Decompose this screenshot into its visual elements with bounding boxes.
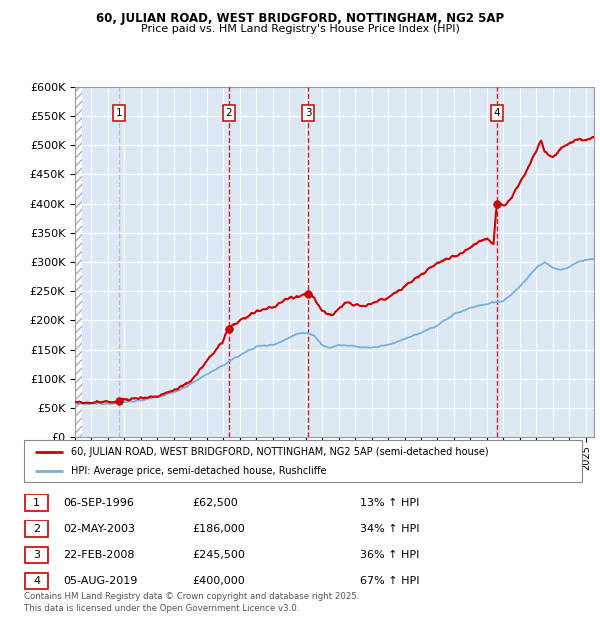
Text: £62,500: £62,500	[192, 498, 238, 508]
Text: 3: 3	[305, 108, 311, 118]
Text: 36% ↑ HPI: 36% ↑ HPI	[360, 550, 419, 560]
Text: 67% ↑ HPI: 67% ↑ HPI	[360, 576, 419, 586]
Bar	[75, 87, 82, 437]
Text: Price paid vs. HM Land Registry's House Price Index (HPI): Price paid vs. HM Land Registry's House …	[140, 24, 460, 33]
Text: 2: 2	[33, 524, 40, 534]
Text: 02-MAY-2003: 02-MAY-2003	[63, 524, 135, 534]
Text: 60, JULIAN ROAD, WEST BRIDGFORD, NOTTINGHAM, NG2 5AP: 60, JULIAN ROAD, WEST BRIDGFORD, NOTTING…	[96, 12, 504, 25]
Text: £245,500: £245,500	[192, 550, 245, 560]
Text: 4: 4	[493, 108, 500, 118]
Text: 1: 1	[116, 108, 122, 118]
Text: £186,000: £186,000	[192, 524, 245, 534]
Text: 60, JULIAN ROAD, WEST BRIDGFORD, NOTTINGHAM, NG2 5AP (semi-detached house): 60, JULIAN ROAD, WEST BRIDGFORD, NOTTING…	[71, 446, 489, 456]
Text: Contains HM Land Registry data © Crown copyright and database right 2025.
This d: Contains HM Land Registry data © Crown c…	[24, 591, 359, 613]
Text: 2: 2	[226, 108, 232, 118]
Text: 22-FEB-2008: 22-FEB-2008	[63, 550, 134, 560]
Text: 3: 3	[33, 550, 40, 560]
Text: 05-AUG-2019: 05-AUG-2019	[63, 576, 137, 586]
Text: 13% ↑ HPI: 13% ↑ HPI	[360, 498, 419, 508]
Text: 06-SEP-1996: 06-SEP-1996	[63, 498, 134, 508]
Text: 4: 4	[33, 576, 40, 586]
Text: HPI: Average price, semi-detached house, Rushcliffe: HPI: Average price, semi-detached house,…	[71, 466, 327, 476]
Text: 34% ↑ HPI: 34% ↑ HPI	[360, 524, 419, 534]
Text: 1: 1	[33, 498, 40, 508]
Text: £400,000: £400,000	[192, 576, 245, 586]
